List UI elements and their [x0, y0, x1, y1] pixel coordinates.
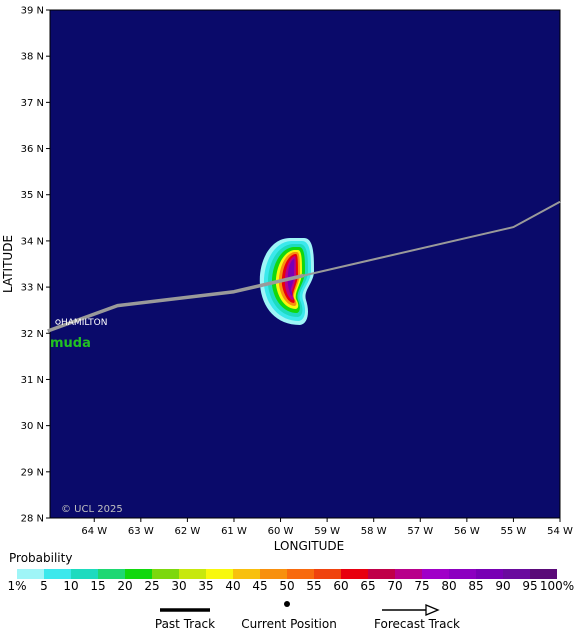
forecast-track-legend-label: Forecast Track: [374, 617, 460, 631]
colorbar-label: 45: [252, 579, 268, 593]
colorbar-segment: [260, 569, 287, 579]
past-track-legend-label: Past Track: [154, 617, 216, 631]
lon-tick-label: 55 W: [501, 526, 527, 537]
colorbar-segment: [395, 569, 422, 579]
colorbar-label: 55: [306, 579, 322, 593]
lat-tick-label: 28 N: [21, 514, 44, 525]
colorbar-label: 65: [360, 579, 376, 593]
latitude-ticks: 39 N 38 N 37 N 36 N 35 N 34 N 33 N 32 N 31 N 30 N…: [21, 6, 50, 525]
colorbar-segment: [179, 569, 206, 579]
lat-tick-label: 35 N: [21, 190, 44, 201]
colorbar-segment: [17, 569, 44, 579]
colorbar-segment: [125, 569, 152, 579]
colorbar-label: 95: [522, 579, 538, 593]
colorbar-label: 85: [468, 579, 484, 593]
colorbar-segment: [71, 569, 98, 579]
current-position-legend-dot: [284, 601, 290, 607]
colorbar-segment: [98, 569, 125, 579]
lon-tick-label: 59 W: [314, 526, 340, 537]
y-axis-title: LATITUDE: [1, 235, 15, 293]
longitude-ticks: 64 W 63 W 62 W 61 W 60 W 59 W 58 W 57 W 56 W 55 W…: [81, 518, 573, 537]
colorbar-label: 30: [171, 579, 187, 593]
island-label: muda: [50, 336, 91, 351]
copyright-label: © UCL 2025: [61, 504, 123, 515]
colorbar-label: 70: [387, 579, 403, 593]
colorbar-segment: [476, 569, 503, 579]
colorbar-segment: [287, 569, 314, 579]
lat-tick-label: 30 N: [21, 421, 44, 432]
lat-tick-label: 33 N: [21, 283, 44, 294]
lon-tick-label: 56 W: [454, 526, 480, 537]
lon-tick-label: 64 W: [81, 526, 107, 537]
colorbar-label: 35: [198, 579, 214, 593]
lat-tick-label: 32 N: [21, 329, 44, 340]
colorbar-segment: [422, 569, 449, 579]
forecast-arrow-icon: [425, 604, 440, 616]
lon-tick-label: 62 W: [174, 526, 200, 537]
lon-tick-label: 63 W: [128, 526, 154, 537]
colorbar-segment: [368, 569, 395, 579]
colorbar-label: 50: [279, 579, 295, 593]
forecast-track-line: [303, 200, 561, 277]
past-track-line: [47, 273, 305, 333]
map-chart: HAMILTON muda © UCL 2025 39 N 38 N 37 N 36 …: [1, 6, 573, 551]
track-legend: Past Track Current Position Forecast Tra…: [0, 598, 580, 638]
probability-colorbar: [17, 569, 557, 579]
lat-tick-label: 29 N: [21, 467, 44, 478]
colorbar-label: 15: [90, 579, 106, 593]
colorbar-segment: [503, 569, 530, 579]
colorbar-label: 90: [495, 579, 511, 593]
colorbar-segment: [341, 569, 368, 579]
lon-tick-label: 60 W: [268, 526, 294, 537]
colorbar-label: 25: [144, 579, 160, 593]
lat-tick-label: 39 N: [21, 6, 44, 17]
colorbar-segment: [233, 569, 260, 579]
probability-labels: 1% 5 10 15 20 25 30 35 40 45 50 55 60 65 70 75 80 85 90 95 1…: [0, 579, 580, 595]
colorbar-label: 100%: [539, 579, 575, 593]
colorbar-label: 60: [333, 579, 349, 593]
colorbar-label: 10: [63, 579, 79, 593]
colorbar-label: 75: [414, 579, 430, 593]
probability-title: Probability: [9, 551, 73, 565]
colorbar-label: 40: [225, 579, 241, 593]
lon-tick-label: 54 W: [547, 526, 573, 537]
colorbar-segment: [44, 569, 71, 579]
colorbar-segment: [152, 569, 179, 579]
colorbar-label: 20: [117, 579, 133, 593]
colorbar-segment: [206, 569, 233, 579]
lat-tick-label: 38 N: [21, 52, 44, 63]
colorbar-segment: [530, 569, 557, 579]
hamilton-label: HAMILTON: [61, 318, 107, 328]
colorbar-segment: [314, 569, 341, 579]
hamilton-marker: [55, 319, 61, 325]
x-axis-title: LONGITUDE: [274, 539, 344, 550]
lat-tick-label: 37 N: [21, 98, 44, 109]
lat-tick-label: 36 N: [21, 144, 44, 155]
lat-tick-label: 34 N: [21, 236, 44, 247]
colorbar-label: 80: [441, 579, 457, 593]
colorbar-label: 1%: [7, 579, 27, 593]
lat-tick-label: 31 N: [21, 375, 44, 386]
colorbar-label: 5: [40, 579, 48, 593]
lon-tick-label: 58 W: [361, 526, 387, 537]
colorbar-segment: [449, 569, 476, 579]
lon-tick-label: 57 W: [407, 526, 433, 537]
lon-tick-label: 61 W: [221, 526, 247, 537]
current-position-legend-label: Current Position: [241, 617, 337, 631]
